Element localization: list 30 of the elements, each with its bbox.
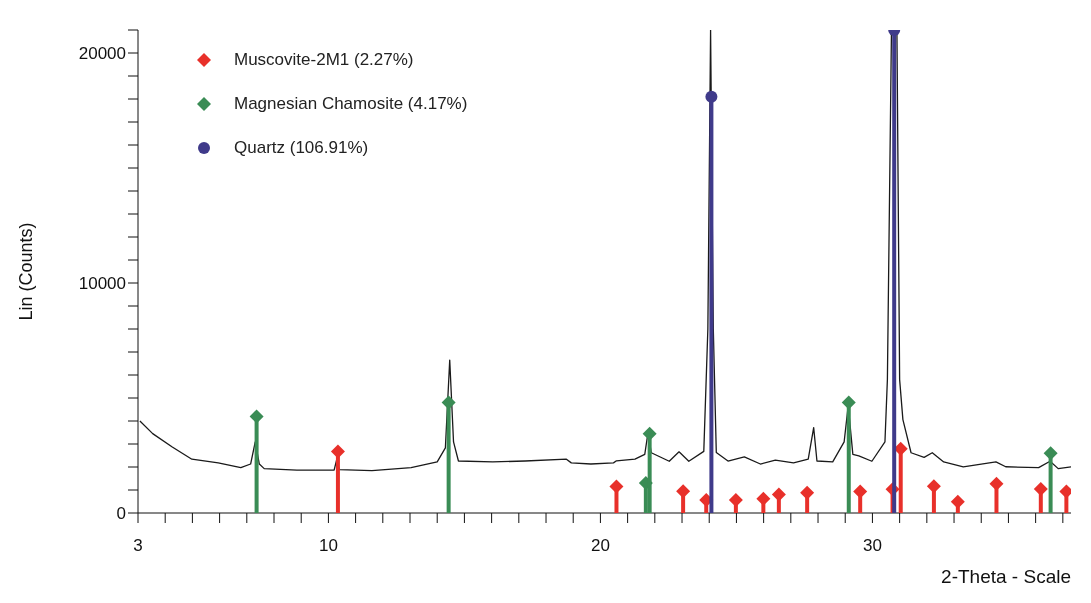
point — [950, 494, 965, 509]
point — [800, 485, 815, 500]
point — [841, 395, 856, 410]
point — [989, 476, 1004, 491]
point — [853, 484, 868, 499]
point — [330, 444, 345, 459]
point — [756, 491, 771, 506]
point — [642, 426, 657, 441]
x-tick-label: 10 — [318, 536, 338, 556]
point — [1033, 482, 1048, 497]
point — [441, 395, 456, 410]
x-axis-title: 2-Theta - Scale — [941, 566, 1071, 587]
point — [1043, 446, 1058, 461]
point — [705, 90, 718, 103]
legend-label: Magnesian Chamosite (4.17%) — [234, 94, 468, 114]
legend-label: Quartz (106.91%) — [234, 138, 369, 158]
point — [728, 492, 743, 507]
point — [676, 484, 691, 499]
y-tick-label: 20000 — [78, 44, 126, 64]
y-axis-title: Lin (Counts) — [16, 222, 37, 321]
point — [609, 479, 624, 494]
y-tick-label: 10000 — [78, 274, 126, 294]
x-tick-label: 30 — [862, 536, 882, 556]
x-tick-label: 3 — [133, 536, 143, 556]
point — [249, 409, 264, 424]
point — [771, 487, 786, 502]
y-tick-label: 0 — [116, 504, 126, 524]
x-tick-label: 20 — [590, 536, 610, 556]
point — [926, 479, 941, 494]
legend-label: Muscovite-2M1 (2.27%) — [234, 50, 414, 70]
